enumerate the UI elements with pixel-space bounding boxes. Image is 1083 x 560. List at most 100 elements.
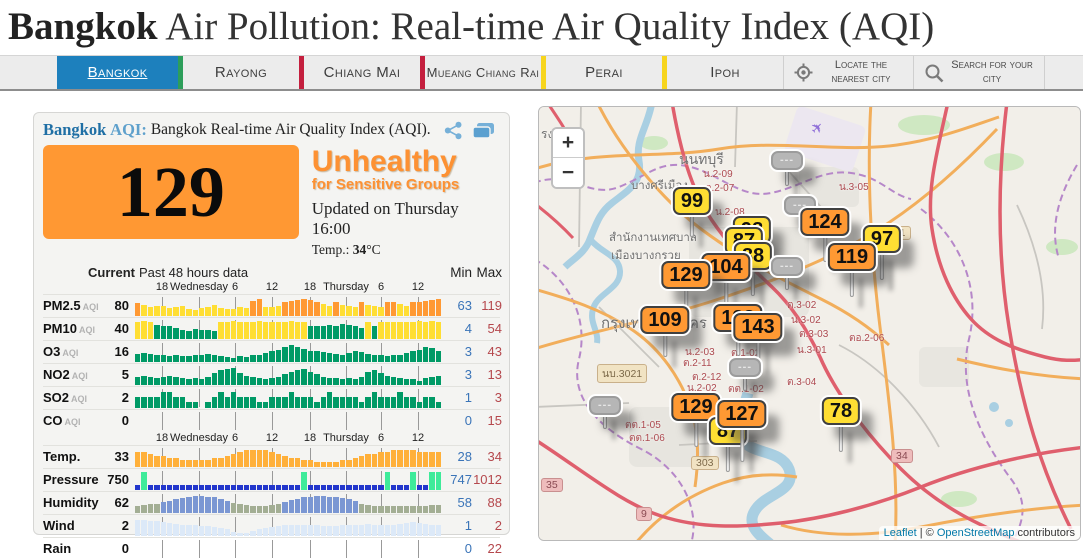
history-bar xyxy=(250,530,256,536)
share-icon[interactable] xyxy=(444,121,463,140)
marker-stick xyxy=(839,421,843,452)
aqi-value-sign: 78 xyxy=(821,397,861,425)
time-axis-label: 18 xyxy=(303,280,317,293)
nodata-marker[interactable]: --- xyxy=(729,357,761,391)
tab-rayong[interactable]: Rayong xyxy=(183,56,299,89)
attribution-rest: contributors xyxy=(1014,527,1075,539)
history-bar xyxy=(199,495,205,513)
aqi-marker[interactable]: 143 xyxy=(733,313,783,364)
history-bar xyxy=(391,485,397,490)
leaflet-link[interactable]: Leaflet xyxy=(883,527,917,539)
search-city-button[interactable]: Search for your city xyxy=(913,56,1045,89)
history-bar xyxy=(301,349,307,362)
history-bar xyxy=(256,299,262,316)
history-bar xyxy=(429,348,435,362)
history-bar xyxy=(416,349,422,362)
history-bar xyxy=(429,299,435,316)
history-bar xyxy=(167,326,173,339)
temp-value: 34 xyxy=(352,241,367,257)
marker-stick xyxy=(694,417,698,447)
history-bar xyxy=(314,326,320,339)
history-bar xyxy=(269,396,275,408)
osm-link[interactable]: OpenStreetMap xyxy=(936,527,1015,539)
history-bar xyxy=(199,526,205,536)
aqi-marker[interactable]: 78 xyxy=(821,397,861,452)
table-row-humidity: Humidity 62 58 88 xyxy=(43,490,502,514)
history-bar xyxy=(403,352,410,362)
history-bar xyxy=(243,375,250,385)
aqi-value-sign: 143 xyxy=(733,313,783,341)
road-ref-label: ต.3-03 xyxy=(799,329,829,340)
road-ref-label: น.3-01 xyxy=(797,345,827,356)
history-bar xyxy=(218,527,224,536)
history-bar xyxy=(339,324,346,339)
gridline xyxy=(235,296,236,315)
history-bar xyxy=(314,301,320,316)
nodata-marker[interactable]: --- xyxy=(771,150,803,186)
time-axis-label: 12 xyxy=(411,431,425,444)
history-bar xyxy=(224,456,230,467)
gridline xyxy=(381,411,382,430)
history-bar xyxy=(205,353,211,362)
aqi-marker[interactable]: 127 xyxy=(717,400,767,462)
row-label: O3 AQI xyxy=(43,344,79,359)
attribution-sep: | xyxy=(916,527,926,539)
history-bar xyxy=(410,472,416,490)
aqi-value-box: 129 xyxy=(43,145,299,239)
locate-icon xyxy=(794,63,813,82)
tab-chiang-mai[interactable]: Chiang Mai xyxy=(304,56,420,89)
history-bar xyxy=(307,300,314,316)
history-bar xyxy=(231,367,237,385)
history-bar xyxy=(391,355,397,362)
page-title-rest: Air Pollution: Real-time Air Quality Ind… xyxy=(157,5,935,48)
time-axis-label: 12 xyxy=(411,280,425,293)
history-bar xyxy=(192,485,198,490)
zoom-out-button[interactable]: − xyxy=(553,158,583,187)
aqi-marker[interactable]: 99 xyxy=(672,187,712,237)
history-bar xyxy=(314,351,320,362)
history-bar xyxy=(160,355,166,362)
aqi-marker[interactable]: 109 xyxy=(640,306,690,357)
tab-mueang-chiang-rai[interactable]: Mueang Chiang Rai xyxy=(425,56,541,89)
tab-perai[interactable]: Perai xyxy=(546,56,662,89)
widget-windows-icon[interactable] xyxy=(472,121,496,140)
row-max-value: 15 xyxy=(487,413,502,428)
aqi-marker[interactable]: 97 xyxy=(862,225,902,280)
aqi-map[interactable]: รง นนทบุรี บางศรีเมือง สำนักงานเทศบาล เมืองบ… xyxy=(538,106,1081,541)
history-bar xyxy=(352,351,358,362)
row-min-value: 58 xyxy=(457,495,472,510)
history-bar xyxy=(365,304,371,316)
locate-nearest-city-button[interactable]: Locate the nearest city xyxy=(783,56,913,89)
aqi-marker[interactable]: 129 xyxy=(671,393,721,447)
history-bar xyxy=(416,380,422,385)
aqi-marker[interactable]: 87 xyxy=(724,227,764,279)
history-bar xyxy=(410,522,416,536)
tab-label: Ipoh xyxy=(710,63,740,81)
table-row-o3: O3 AQI 16 3 43 xyxy=(43,339,502,363)
history-bar xyxy=(397,485,403,490)
history-bar xyxy=(160,456,166,467)
history-bar xyxy=(403,506,410,513)
history-bar xyxy=(179,355,186,362)
tab-bangkok[interactable]: Bangkok xyxy=(57,56,178,89)
aqi-marker[interactable]: 124 xyxy=(800,208,850,262)
zoom-in-button[interactable]: + xyxy=(553,129,583,158)
aqi-marker[interactable]: 129 xyxy=(661,261,711,317)
gridline xyxy=(199,365,200,384)
gridline xyxy=(346,342,347,361)
history-bar xyxy=(320,376,326,385)
history-bar xyxy=(371,306,378,316)
history-bar xyxy=(423,301,429,316)
history-bar xyxy=(333,301,339,316)
tab-ipoh[interactable]: Ipoh xyxy=(667,56,783,89)
gridline xyxy=(346,365,347,384)
history-bar xyxy=(346,460,352,467)
aqi-marker[interactable]: 119 xyxy=(827,243,877,297)
history-bar xyxy=(301,460,307,467)
road-shield-badge: 34 xyxy=(891,449,913,463)
history-bar xyxy=(192,378,198,385)
history-bar xyxy=(205,330,211,339)
city-nav: Bangkok Rayong Chiang Mai Mueang Chiang Rai… xyxy=(0,55,1083,91)
nodata-marker[interactable]: --- xyxy=(589,395,621,429)
nodata-marker[interactable]: --- xyxy=(771,256,803,290)
